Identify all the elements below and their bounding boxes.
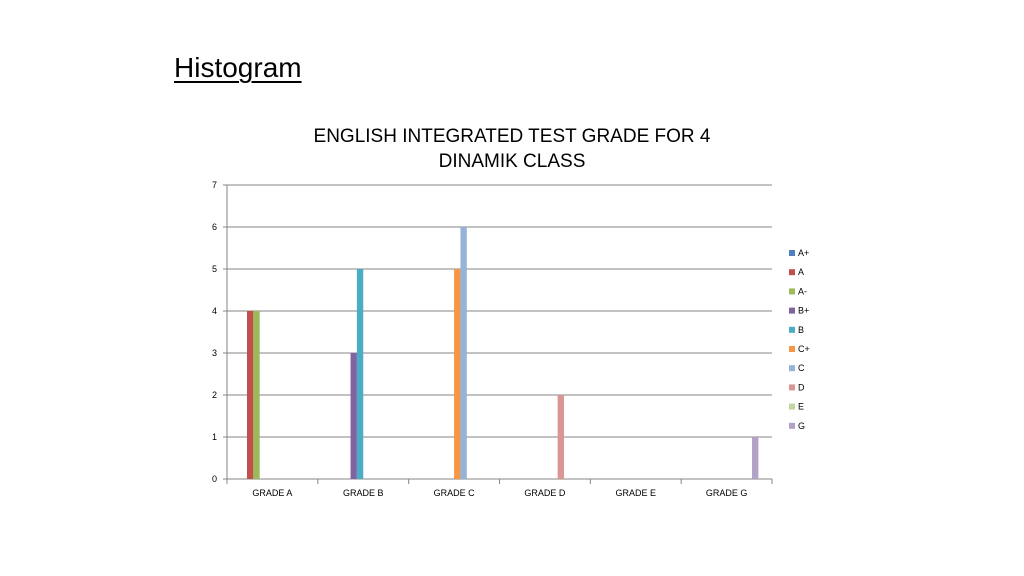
y-tick-label: 4: [212, 306, 217, 316]
bar: [557, 395, 564, 479]
legend-swatch: [789, 288, 795, 295]
x-tick-label: GRADE C: [434, 488, 476, 498]
legend-swatch: [789, 365, 795, 372]
legend-swatch: [789, 346, 795, 352]
x-tick-label: GRADE B: [343, 488, 384, 498]
y-tick-label: 2: [212, 390, 217, 400]
bar: [454, 269, 461, 479]
slide-heading: Histogram: [174, 52, 302, 83]
x-tick-label: GRADE G: [706, 488, 748, 498]
legend-label: A-: [798, 286, 807, 296]
legend-label: E: [798, 402, 804, 412]
y-tick-label: 7: [212, 180, 217, 190]
bar: [246, 311, 254, 479]
legend-label: G: [798, 421, 805, 431]
x-tick-label: GRADE A: [252, 488, 292, 498]
legend-swatch: [789, 250, 795, 256]
y-tick-label: 5: [212, 264, 217, 274]
legend-label: C: [798, 363, 805, 373]
bar: [253, 311, 260, 479]
x-tick-label: GRADE E: [615, 488, 656, 498]
chart-title: ENGLISH INTEGRATED TEST GRADE FOR 4 DINA…: [262, 124, 762, 174]
chart-title-line-1: ENGLISH INTEGRATED TEST GRADE FOR 4: [313, 126, 711, 147]
y-tick-label: 3: [212, 348, 217, 358]
legend-swatch: [789, 422, 795, 429]
legend-label: D: [798, 382, 805, 392]
legend-swatch: [789, 269, 795, 276]
x-tick-label: GRADE D: [524, 488, 566, 498]
legend-swatch: [789, 403, 795, 410]
bar: [350, 353, 357, 479]
bar: [752, 437, 759, 479]
y-tick-label: 6: [212, 222, 217, 232]
y-tick-label: 1: [212, 432, 217, 442]
legend-label: A+: [798, 248, 809, 258]
legend-swatch: [789, 307, 795, 314]
legend-swatch: [789, 384, 795, 391]
legend-label: A: [798, 267, 804, 277]
legend-label: B: [798, 325, 804, 335]
legend-label: B+: [798, 306, 809, 316]
chart-title-line-2: DINAMIK CLASS: [438, 151, 586, 172]
bar: [460, 227, 467, 479]
legend-label: C+: [798, 344, 810, 354]
bar: [356, 269, 364, 479]
legend-swatch: [789, 326, 795, 333]
y-tick-label: 0: [212, 474, 217, 484]
